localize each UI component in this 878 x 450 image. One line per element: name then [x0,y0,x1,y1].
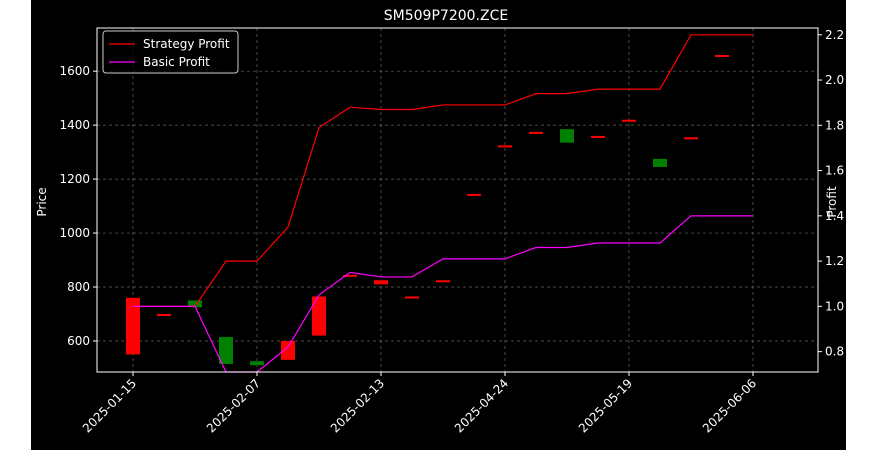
x-tick-label: 2025-01-15 [80,376,139,435]
candle-body [126,297,140,355]
y2-tick-label: 2.0 [825,73,844,87]
y2-tick-label: 1.8 [825,118,844,132]
y2-tick-label: 1.6 [825,164,844,178]
candle-body [529,131,543,134]
candle-body [591,135,605,138]
candle-body [560,129,574,143]
candle-body [436,280,450,283]
candle-body [715,54,729,57]
candle-body [374,280,388,285]
y2-tick-label: 2.2 [825,28,844,42]
y2-tick-label: 1.0 [825,299,844,313]
legend-label-strategy-profit: Strategy Profit [143,37,230,51]
y2-tick-label: 0.8 [825,345,844,359]
plot-frame [96,27,819,373]
y-axis-left: 600 800 1000 1200 1400 1600 [59,64,97,348]
x-tick-label: 2025-06-06 [700,376,759,435]
y2-tick-label: 1.4 [825,209,844,223]
chart-title: SM509P7200.ZCE [384,8,508,24]
x-tick-label: 2025-02-07 [204,376,263,435]
y2-axis-title: Profit [825,186,839,218]
series-line-strategy-profit [133,34,753,307]
y-tick-label: 1200 [59,172,90,186]
candle-layer [126,54,729,366]
candle-body [684,137,698,140]
y-axis-title: Price [35,187,49,216]
legend-label-basic-profit: Basic Profit [143,55,210,69]
y-tick-label: 1400 [59,118,90,132]
chart-figure: SM509P7200.ZCE 600 800 1000 1200 1400 1600 0.… [31,0,846,450]
candle-body [498,145,512,148]
y-tick-label: 1600 [59,64,90,78]
grid-layer [97,28,818,372]
x-tick-label: 2025-02-13 [328,376,387,435]
candle-body [405,296,419,299]
y-tick-label: 1000 [59,226,90,240]
y-tick-label: 800 [67,280,90,294]
x-axis: 2025-01-15 2025-02-07 2025-02-13 2025-04-24… [80,372,759,435]
x-tick-label: 2025-04-24 [452,376,511,435]
y-axis-right: 0.8 1.0 1.2 1.4 1.6 1.8 2.0 2.2 [818,28,844,359]
y-tick-label: 600 [67,334,90,348]
candle-body [343,274,357,277]
chart-svg: SM509P7200.ZCE 600 800 1000 1200 1400 1600 0.… [35,8,844,435]
candle-body [281,340,295,360]
candle-body [188,300,202,308]
candle-body [653,158,667,167]
candle-body [219,336,233,364]
candle-body [312,296,326,336]
legend: Strategy Profit Basic Profit [102,30,239,74]
x-tick-label: 2025-05-19 [576,376,635,435]
candle-body [250,361,264,366]
candle-body [622,119,636,122]
y2-tick-label: 1.2 [825,254,844,268]
candle-body [157,313,171,316]
line-layer [133,34,753,373]
candle-body [467,193,481,196]
legend-box [102,30,239,74]
